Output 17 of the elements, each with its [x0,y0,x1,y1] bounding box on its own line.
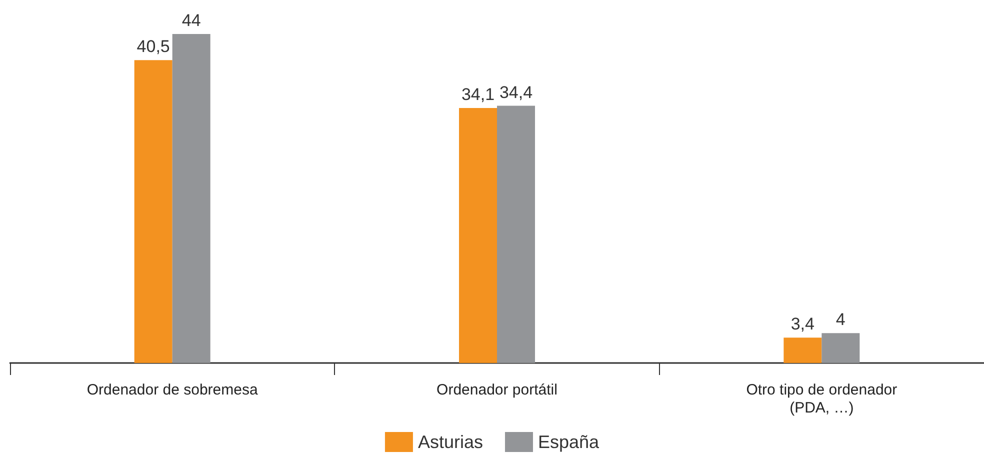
data-label: 34,4 [499,82,533,102]
legend-label: España [538,432,600,452]
x-tick-label: Ordenador portátil [436,382,558,398]
x-tick-label: Otro tipo de ordenador (PDA, …) [746,382,898,416]
data-label: 34,1 [461,85,495,104]
bar [784,338,822,363]
bar [172,34,210,363]
bar [459,108,497,363]
data-label: 3,4 [790,314,814,334]
legend-label: Asturias [418,432,483,452]
data-label: 40,5 [136,37,170,56]
bar [497,106,535,363]
data-label: 4 [836,310,846,330]
bar [822,333,860,363]
data-label: 44 [182,11,201,30]
bar [134,60,172,363]
x-tick-label: Ordenador de sobremesa [86,382,258,398]
